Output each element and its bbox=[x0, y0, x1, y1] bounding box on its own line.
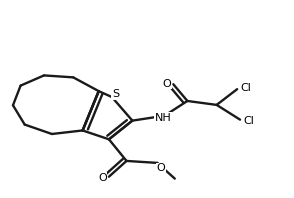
Text: Cl: Cl bbox=[240, 83, 251, 93]
Text: S: S bbox=[112, 89, 119, 99]
Text: NH: NH bbox=[155, 113, 171, 123]
Text: O: O bbox=[163, 79, 171, 89]
Text: Cl: Cl bbox=[243, 116, 254, 126]
Text: O: O bbox=[98, 173, 107, 183]
Text: O: O bbox=[157, 163, 166, 173]
